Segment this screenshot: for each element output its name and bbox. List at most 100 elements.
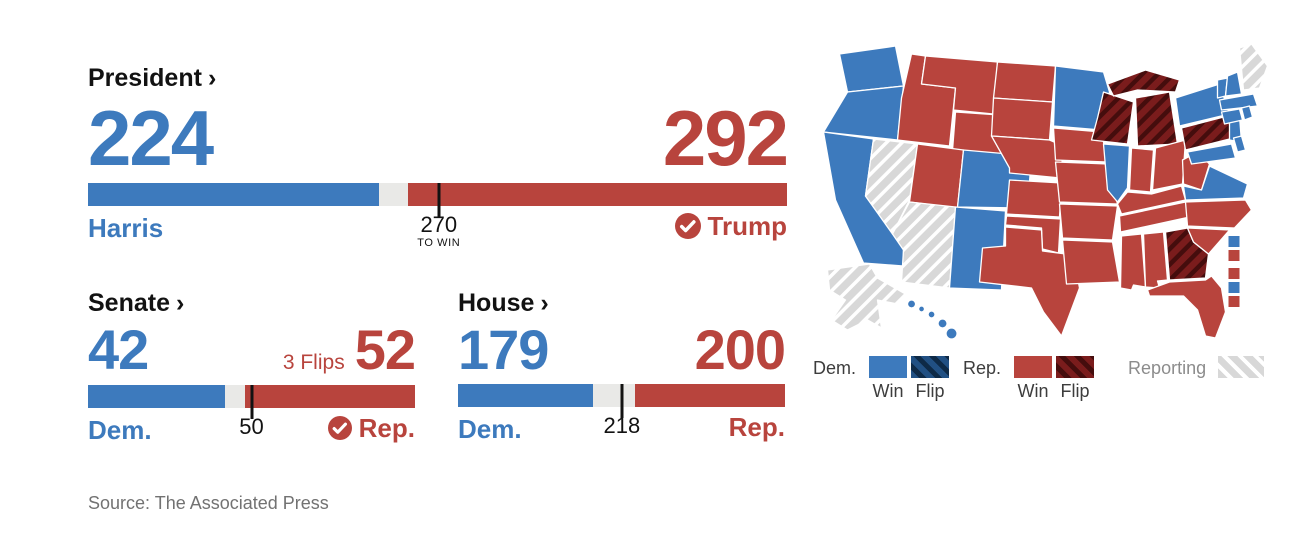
threshold-number: 218: [603, 412, 641, 438]
district-squares-layer: [1228, 236, 1240, 307]
state-FL[interactable]: [1146, 275, 1227, 339]
state-CT[interactable]: [1220, 108, 1244, 125]
house-bar: [458, 383, 785, 418]
state-MS[interactable]: [1119, 233, 1147, 291]
senate-dem-total: 42: [88, 318, 149, 382]
rep-win-swatch: [1014, 356, 1053, 378]
president-race: President › 224 292 Harris 270 TO WIN Tr: [88, 64, 789, 259]
state-HI[interactable]: [906, 299, 958, 340]
chevron-right-icon: ›: [207, 64, 217, 92]
house-bar-dem-segment: [458, 383, 593, 407]
house-rep-name-group: Rep.: [729, 414, 785, 440]
president-header-link[interactable]: President ›: [88, 64, 787, 92]
state-SC[interactable]: [1186, 227, 1231, 255]
state-IN[interactable]: [1128, 147, 1155, 193]
house-header-link[interactable]: House ›: [458, 289, 785, 317]
state-AR[interactable]: [1058, 203, 1119, 241]
state-ND[interactable]: [992, 61, 1057, 103]
house-threshold-label: 218: [604, 414, 641, 437]
district-square-ME-2[interactable]: [1228, 250, 1240, 261]
legend-win-label: Win: [872, 381, 904, 401]
senate-race: Senate › 42 3 Flips 52 Dem.: [88, 289, 416, 455]
district-square-NE-2[interactable]: [1228, 282, 1240, 293]
senate-labels: Dem. 50 Rep.: [88, 415, 415, 455]
reporting-swatch: [1218, 356, 1265, 378]
president-title: President: [88, 64, 202, 92]
president-bar-rep-segment: [407, 182, 787, 206]
senate-rep-name-group: Rep.: [327, 412, 415, 443]
state-SD[interactable]: [990, 97, 1054, 141]
senate-header-link[interactable]: Senate ›: [88, 289, 415, 317]
district-square-NE-3[interactable]: [1228, 296, 1240, 307]
district-square-ME-1[interactable]: [1228, 236, 1240, 247]
state-UT[interactable]: [908, 143, 965, 209]
senate-bar-dem-segment: [88, 384, 226, 408]
senate-bar: [88, 384, 415, 419]
house-bar-rep-segment: [634, 383, 785, 407]
legend-flip-label: Flip: [1060, 381, 1090, 401]
us-states-map: [822, 43, 1269, 340]
president-rep-name: Trump: [707, 210, 787, 241]
results-column: President › 224 292 Harris 270 TO WIN Tr: [88, 64, 789, 514]
chevron-right-icon: ›: [175, 288, 185, 317]
house-dem-name: Dem.: [458, 413, 522, 444]
legend-reporting-label: Reporting: [1128, 358, 1207, 378]
state-DE[interactable]: [1232, 135, 1247, 153]
president-threshold-tick: [437, 182, 441, 217]
senate-totals: 42 3 Flips 52: [88, 317, 416, 382]
state-KS[interactable]: [1005, 179, 1063, 218]
senate-threshold-tick: [250, 384, 253, 419]
dem-flip-swatch: [911, 356, 950, 378]
source-attribution: Source: The Associated Press: [88, 492, 329, 513]
house-totals: 179 200: [458, 317, 786, 381]
state-VA[interactable]: [1182, 165, 1249, 201]
state-AZ[interactable]: [891, 201, 957, 289]
rep-flip-swatch: [1056, 356, 1095, 378]
house-threshold-tick: [620, 383, 624, 418]
senate-rep-name: Rep.: [358, 412, 415, 443]
senate-title: Senate: [88, 288, 170, 317]
house-dem-total: 179: [458, 317, 549, 381]
legend-rep-label: Rep.: [963, 358, 1002, 378]
legend-win-label: Win: [1017, 381, 1049, 401]
state-MD[interactable]: [1186, 143, 1237, 165]
president-bar-dem-segment: [88, 182, 380, 206]
house-rep-name: Rep.: [728, 411, 785, 442]
house-labels: Dem. 218 Rep.: [458, 414, 785, 454]
senate-rep-total: 52: [354, 317, 416, 381]
state-WI[interactable]: [1090, 91, 1135, 145]
house-title: House: [458, 288, 535, 317]
legend-rep-swatches: Win Flip: [1014, 356, 1095, 402]
state-AL[interactable]: [1142, 231, 1169, 289]
state-OR[interactable]: [822, 85, 905, 141]
state-AK[interactable]: [826, 263, 907, 331]
state-KY[interactable]: [1116, 185, 1187, 215]
state-TX[interactable]: [978, 226, 1081, 337]
president-dem-name: Harris: [88, 212, 164, 243]
threshold-caption: TO WIN: [417, 236, 461, 249]
state-RI[interactable]: [1240, 105, 1254, 121]
state-IL[interactable]: [1102, 143, 1131, 203]
legend-dem-swatches: Win Flip: [869, 356, 950, 402]
state-WA[interactable]: [838, 45, 905, 93]
state-NC[interactable]: [1184, 199, 1253, 229]
state-NH[interactable]: [1224, 71, 1243, 97]
senate-rep-group: 3 Flips 52: [283, 317, 416, 381]
chevron-right-icon: ›: [540, 288, 549, 317]
president-totals: 224 292: [88, 94, 789, 182]
president-threshold-label: 270 TO WIN: [417, 213, 460, 250]
house-rep-total: 200: [694, 317, 786, 381]
state-OH[interactable]: [1151, 139, 1187, 191]
legend-dem-label: Dem.: [813, 358, 857, 378]
state-ME[interactable]: [1238, 43, 1269, 91]
state-LA[interactable]: [1061, 239, 1121, 285]
threshold-number: 270: [420, 211, 458, 237]
house-race: House › 179 200 Dem. 218 Re: [458, 289, 786, 455]
president-rep-name-group: Trump: [674, 210, 787, 241]
threshold-number: 50: [239, 413, 264, 439]
president-dem-total: 224: [88, 94, 214, 182]
map-legend: Dem. Win Flip Rep. Win Fli: [813, 356, 1295, 402]
district-square-NE-1[interactable]: [1228, 268, 1240, 279]
dem-win-swatch: [869, 356, 908, 378]
